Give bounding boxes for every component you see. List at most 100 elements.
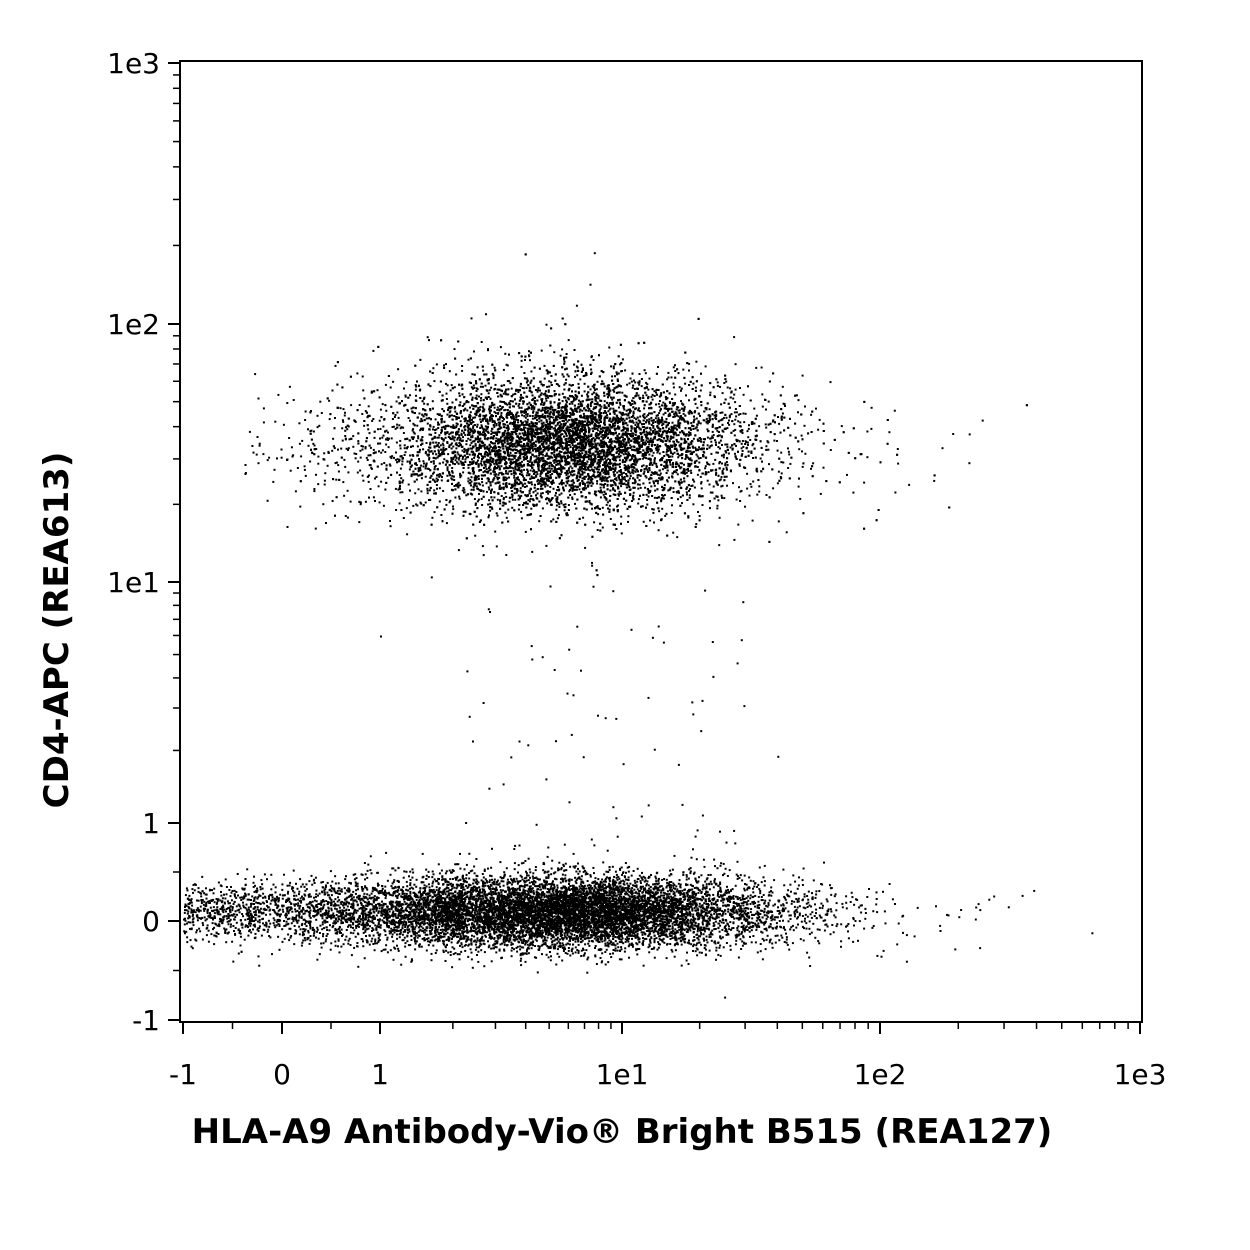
data-point (574, 418, 577, 420)
data-point (596, 529, 599, 531)
data-point (538, 520, 541, 523)
data-point (648, 432, 650, 435)
data-point (739, 413, 742, 415)
data-point (803, 424, 806, 427)
data-point (520, 494, 523, 497)
data-point (738, 464, 741, 467)
data-point (495, 452, 498, 455)
data-point (513, 457, 516, 460)
data-point (569, 489, 571, 491)
data-point (597, 474, 600, 476)
data-point (528, 482, 531, 484)
data-point (630, 429, 633, 432)
data-point (590, 355, 593, 358)
data-point (404, 394, 407, 397)
data-point (517, 444, 520, 447)
data-point (503, 384, 506, 387)
data-point (513, 476, 516, 479)
data-point (635, 461, 638, 464)
data-point (756, 493, 759, 496)
data-point (600, 483, 603, 486)
data-point (607, 458, 610, 460)
data-point (526, 418, 529, 421)
data-point (523, 426, 525, 429)
data-point (530, 370, 533, 373)
data-point (714, 439, 717, 442)
data-point (626, 424, 629, 427)
data-point (628, 382, 631, 385)
data-point (652, 426, 655, 429)
data-point (540, 349, 543, 352)
data-point (620, 532, 623, 535)
data-point (640, 385, 643, 388)
data-point (379, 408, 382, 411)
data-point (733, 411, 736, 414)
data-point (666, 448, 668, 451)
data-point (650, 485, 653, 488)
data-point (466, 409, 469, 412)
data-point (591, 393, 594, 396)
data-point (484, 455, 487, 458)
data-point (651, 495, 654, 497)
data-point (529, 451, 532, 454)
data-point (531, 415, 534, 417)
data-point (384, 383, 387, 386)
data-point (655, 462, 658, 465)
data-point (504, 429, 507, 432)
data-point (568, 490, 571, 493)
data-point (620, 473, 623, 476)
data-point (620, 416, 623, 419)
data-point (688, 496, 691, 499)
data-point (490, 430, 493, 433)
data-point (341, 427, 344, 430)
data-point (530, 483, 533, 486)
data-point (515, 418, 517, 421)
data-point (639, 415, 642, 418)
data-point (472, 488, 475, 491)
data-point (576, 407, 579, 410)
data-point (567, 339, 570, 342)
data-point (692, 503, 695, 506)
data-point (612, 407, 615, 410)
data-point (379, 428, 382, 430)
data-point (434, 418, 437, 421)
data-point (495, 473, 497, 476)
data-point (589, 469, 592, 472)
data-point (478, 521, 481, 523)
data-point (801, 374, 804, 377)
data-point (612, 367, 615, 370)
data-point (650, 416, 653, 419)
data-point (449, 443, 452, 446)
data-point (521, 483, 524, 486)
data-point (698, 515, 701, 517)
data-point (788, 453, 791, 456)
data-point (547, 390, 550, 393)
data-point (361, 375, 364, 378)
data-point (513, 474, 516, 477)
data-point (764, 423, 767, 426)
data-point (541, 406, 544, 409)
data-point (644, 372, 647, 375)
data-point (414, 384, 417, 387)
data-point (608, 475, 611, 478)
data-point (505, 432, 508, 435)
data-point (517, 404, 520, 407)
data-point (631, 500, 633, 502)
data-point (448, 411, 451, 414)
data-point (660, 436, 663, 438)
data-point (627, 520, 629, 523)
data-point (493, 406, 496, 409)
data-point (758, 490, 761, 493)
data-point (443, 364, 445, 367)
data-point (530, 406, 533, 409)
data-point (399, 447, 402, 450)
data-point (706, 479, 709, 482)
data-point (616, 505, 618, 508)
data-point (718, 544, 721, 547)
data-point (503, 452, 506, 455)
data-point (533, 396, 536, 399)
data-point (395, 441, 398, 444)
data-point (591, 561, 593, 564)
data-point (655, 414, 658, 417)
data-point (812, 462, 815, 465)
